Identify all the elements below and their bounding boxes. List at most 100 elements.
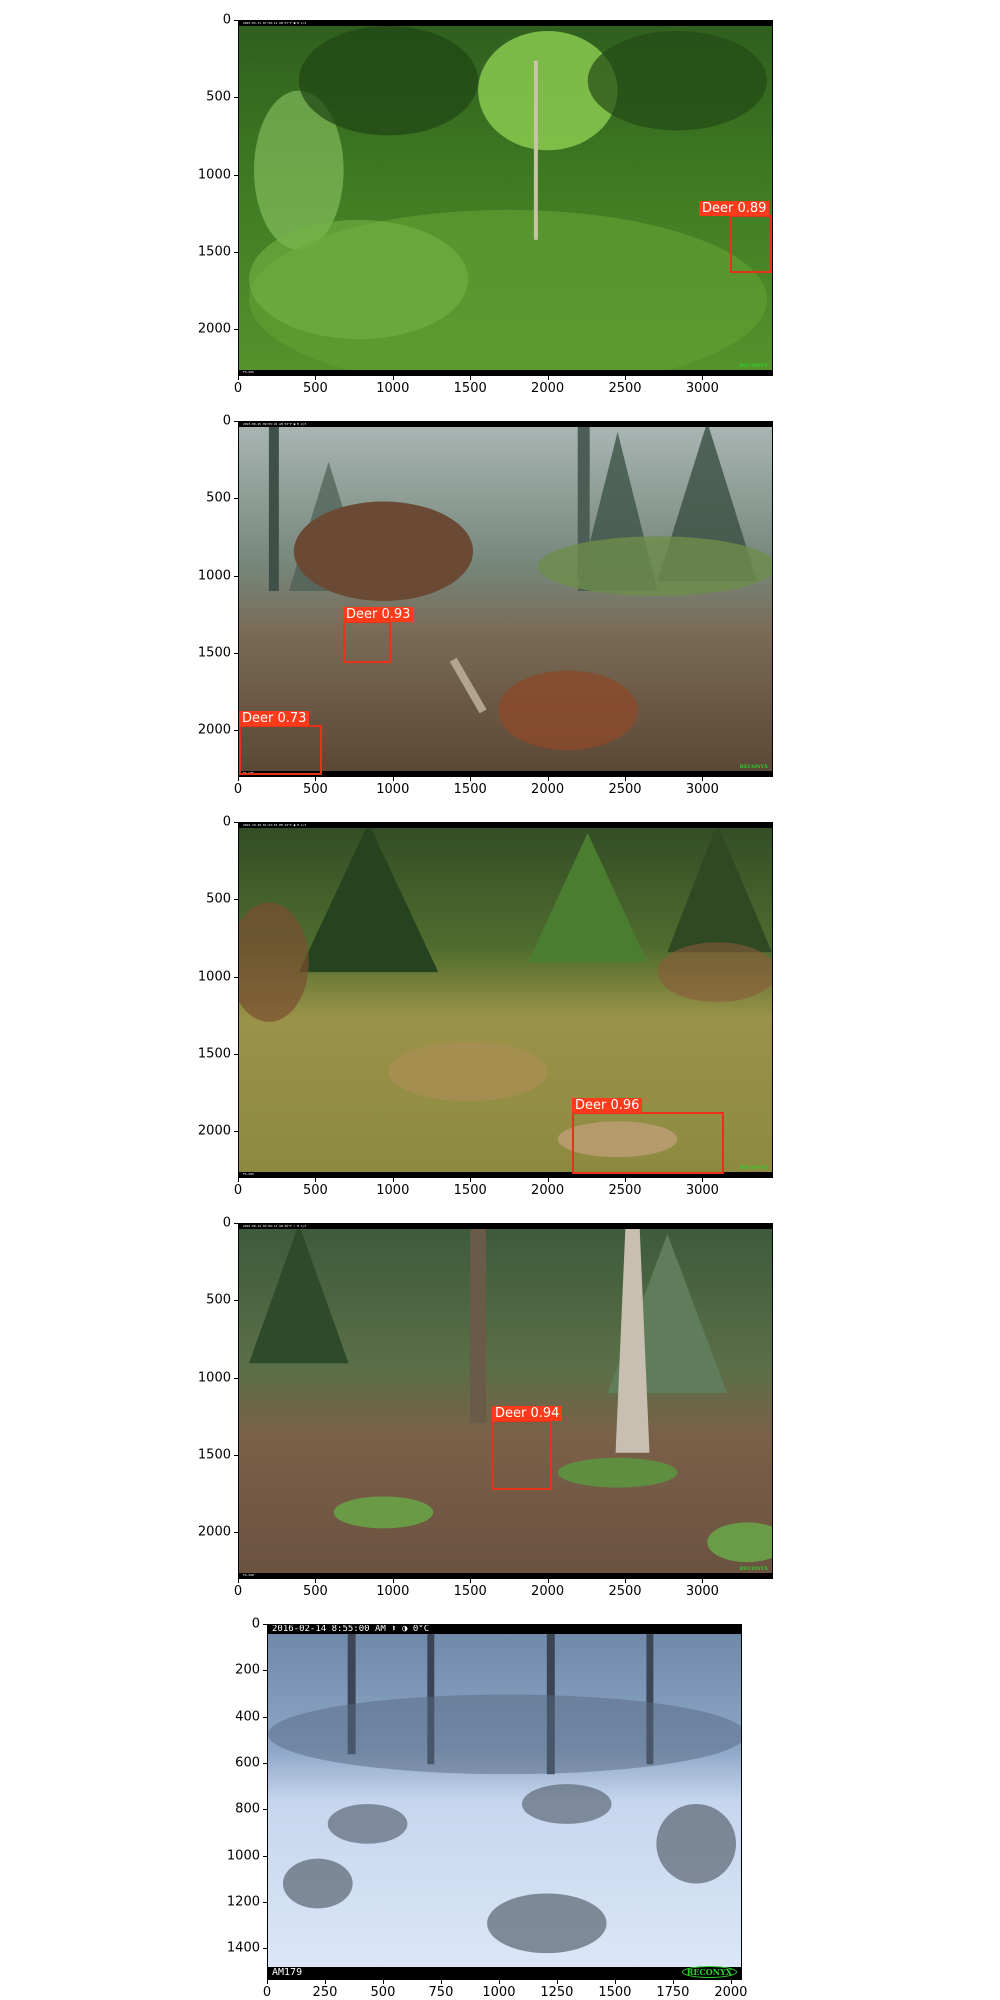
y-tick-label: 2000 bbox=[197, 1123, 231, 1139]
y-tick-label: 200 bbox=[235, 1662, 260, 1678]
y-tick-label: 2000 bbox=[197, 321, 231, 337]
y-tick-mark bbox=[234, 421, 238, 422]
x-tick-mark bbox=[324, 1980, 326, 1984]
x-tick-mark bbox=[315, 1579, 317, 1583]
x-tick-mark bbox=[238, 777, 239, 781]
x-tick-mark bbox=[392, 777, 394, 781]
y-tick-mark bbox=[234, 652, 238, 654]
y-tick-mark bbox=[234, 1454, 238, 1456]
y-tick-label: 600 bbox=[235, 1755, 260, 1771]
x-tick-mark bbox=[672, 1980, 674, 1984]
x-tick-label: 0 bbox=[233, 782, 243, 797]
y-tick-mark bbox=[234, 498, 238, 500]
camera-info-bar: 2023-05-31 07:50:11 AM 57°F ● M 1/3 bbox=[239, 21, 772, 26]
y-tick-mark bbox=[234, 1300, 238, 1302]
x-tick-label: 1500 bbox=[453, 1183, 487, 1198]
x-tick-mark bbox=[547, 1178, 549, 1182]
x-tick-mark bbox=[470, 777, 472, 781]
x-tick-label: 0 bbox=[262, 1985, 272, 2000]
x-tick-mark bbox=[392, 1178, 394, 1182]
x-tick-mark bbox=[470, 1178, 472, 1182]
x-tick-mark bbox=[392, 1579, 394, 1583]
x-tick-mark bbox=[238, 1579, 239, 1583]
y-tick-label: 500 bbox=[206, 490, 231, 506]
camera-id-bar: FS-S05 bbox=[239, 1172, 772, 1177]
x-tick-mark bbox=[392, 376, 394, 380]
y-tick-label: 0 bbox=[222, 413, 231, 429]
y-tick-label: 1400 bbox=[226, 1940, 260, 1956]
x-tick-label: 1000 bbox=[376, 1584, 410, 1599]
x-tick-mark bbox=[547, 1579, 549, 1583]
x-tick-label: 500 bbox=[370, 1985, 396, 2000]
y-tick-label: 1000 bbox=[197, 167, 231, 182]
y-tick-label: 2000 bbox=[197, 1524, 231, 1540]
reconyx-logo: RECONYX bbox=[681, 1966, 737, 1978]
y-tick-mark bbox=[234, 1131, 238, 1133]
detection-box bbox=[492, 1420, 552, 1490]
y-tick-mark bbox=[263, 1948, 267, 1950]
detection-box bbox=[239, 725, 322, 775]
y-tick-mark bbox=[263, 1902, 267, 1904]
x-tick-label: 750 bbox=[428, 1985, 454, 2000]
x-tick-label: 2000 bbox=[531, 381, 565, 396]
y-tick-label: 0 bbox=[222, 1215, 231, 1231]
x-tick-mark bbox=[556, 1980, 558, 1984]
x-tick-label: 2500 bbox=[608, 782, 642, 797]
y-tick-mark bbox=[234, 1377, 238, 1379]
reconyx-logo: RECONYX bbox=[739, 764, 768, 770]
y-tick-label: 800 bbox=[235, 1801, 260, 1817]
y-tick-mark bbox=[234, 174, 238, 176]
detection-label: Deer 0.93 bbox=[343, 607, 414, 622]
y-tick-label: 1000 bbox=[226, 1848, 260, 1864]
x-tick-mark bbox=[702, 1178, 704, 1182]
x-tick-mark bbox=[315, 777, 317, 781]
y-tick-mark bbox=[263, 1716, 267, 1718]
reconyx-logo: RECONYX bbox=[739, 1165, 768, 1171]
x-tick-mark bbox=[625, 376, 626, 380]
camera-info-bar: 2023-10-30 01:23:53 PM 42°F ● M 1/3 bbox=[239, 823, 772, 828]
y-tick-mark bbox=[234, 97, 238, 99]
x-tick-mark bbox=[730, 1980, 732, 1984]
y-tick-label: 1000 bbox=[197, 568, 231, 583]
reconyx-logo: RECONYX bbox=[739, 363, 768, 369]
y-tick-mark bbox=[234, 329, 238, 331]
meadow-scene-photo bbox=[239, 823, 772, 1177]
x-tick-label: 1000 bbox=[482, 1985, 516, 2000]
y-tick-label: 0 bbox=[222, 12, 231, 28]
x-tick-label: 3000 bbox=[685, 782, 719, 797]
forest-floor-scene-photo bbox=[239, 1224, 772, 1578]
y-tick-label: 1500 bbox=[197, 645, 231, 661]
detection-label: Deer 0.73 bbox=[239, 711, 310, 726]
camera-id-bar: AM179 bbox=[268, 1967, 741, 1979]
x-tick-label: 1500 bbox=[598, 1985, 632, 2000]
x-tick-label: 2500 bbox=[608, 381, 642, 396]
x-tick-mark bbox=[547, 376, 549, 380]
x-tick-label: 250 bbox=[312, 1985, 338, 2000]
reconyx-logo: RECONYX bbox=[739, 1566, 768, 1572]
x-tick-label: 0 bbox=[233, 1584, 243, 1599]
y-tick-mark bbox=[234, 575, 238, 577]
x-tick-mark bbox=[238, 376, 239, 380]
camera-trap-image-5: 2016-02-14 8:55:00 AM ⬆ ◑ 0°C AM179 RECO… bbox=[267, 1624, 742, 1980]
x-tick-label: 2000 bbox=[531, 1183, 565, 1198]
y-tick-label: 1000 bbox=[197, 969, 231, 984]
y-tick-mark bbox=[234, 822, 238, 823]
camera-trap-image-2: 2023-08-25 09:05:22 AM 53°F ● M 2/3 FS-S… bbox=[238, 421, 773, 777]
x-tick-label: 1500 bbox=[453, 1584, 487, 1599]
x-tick-label: 1750 bbox=[656, 1985, 690, 2000]
x-tick-label: 1500 bbox=[453, 782, 487, 797]
x-tick-label: 2000 bbox=[531, 782, 565, 797]
y-tick-mark bbox=[263, 1809, 267, 1811]
camera-trap-image-1: 2023-05-31 07:50:11 AM 57°F ● M 1/3 FS-S… bbox=[238, 20, 773, 376]
y-tick-mark bbox=[263, 1670, 267, 1672]
camera-trap-image-4: 2024-08-12 02:06:13 AM 66°F ☾ M 1/3 FS-S… bbox=[238, 1223, 773, 1579]
y-tick-label: 0 bbox=[251, 1616, 260, 1632]
camera-trap-image-3: 2023-10-30 01:23:53 PM 42°F ● M 1/3 FS-S… bbox=[238, 822, 773, 1178]
snow-scene-photo bbox=[268, 1625, 741, 1979]
x-tick-label: 0 bbox=[233, 1183, 243, 1198]
x-tick-label: 2500 bbox=[608, 1183, 642, 1198]
y-tick-label: 2000 bbox=[197, 722, 231, 738]
x-tick-mark bbox=[382, 1980, 384, 1984]
x-tick-label: 1000 bbox=[376, 381, 410, 396]
x-tick-label: 1000 bbox=[376, 782, 410, 797]
